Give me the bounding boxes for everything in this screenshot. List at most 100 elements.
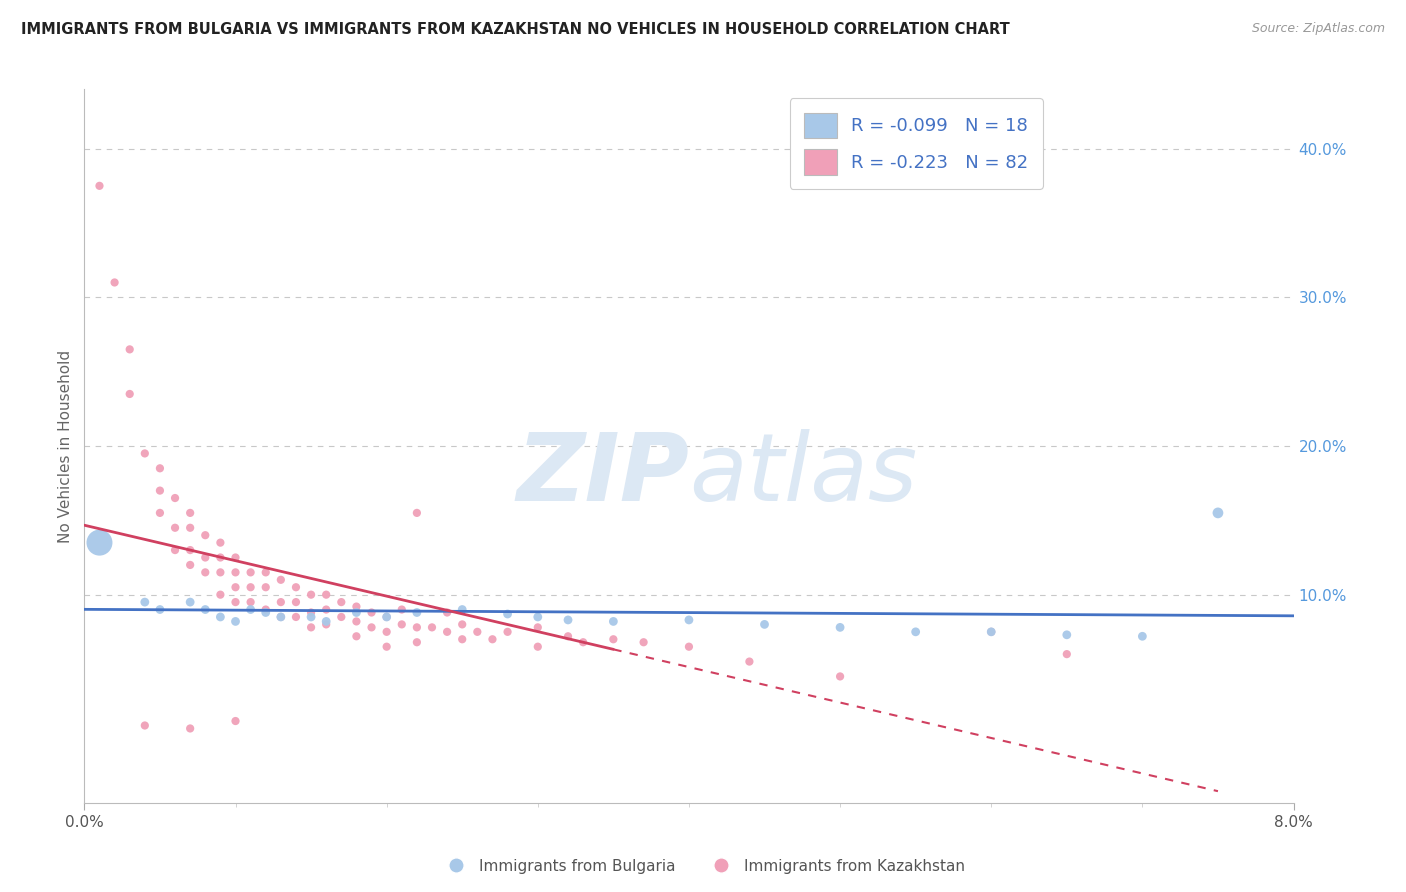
Point [225, 580, 247, 594]
Point [209, 610, 232, 624]
Point [89, 178, 111, 193]
Point [239, 595, 262, 609]
Point [165, 521, 187, 535]
Point [315, 617, 337, 632]
Point [225, 595, 247, 609]
Legend: R = -0.099   N = 18, R = -0.223   N = 82: R = -0.099 N = 18, R = -0.223 N = 82 [790, 98, 1043, 189]
Point [225, 714, 247, 728]
Point [904, 624, 927, 639]
Point [254, 602, 277, 616]
Point [678, 640, 700, 654]
Point [104, 276, 127, 290]
Point [830, 620, 852, 634]
Point [239, 580, 262, 594]
Point [225, 566, 247, 580]
Text: atlas: atlas [689, 429, 917, 520]
Point [678, 613, 700, 627]
Point [1056, 628, 1078, 642]
Point [299, 606, 322, 620]
Y-axis label: No Vehicles in Household: No Vehicles in Household [58, 350, 73, 542]
Point [285, 610, 308, 624]
Point [602, 615, 624, 629]
Point [557, 613, 579, 627]
Point [1056, 647, 1078, 661]
Point [436, 624, 458, 639]
Text: Source: ZipAtlas.com: Source: ZipAtlas.com [1251, 22, 1385, 36]
Point [980, 624, 1002, 639]
Legend: Immigrants from Bulgaria, Immigrants from Kazakhstan: Immigrants from Bulgaria, Immigrants fro… [434, 853, 972, 880]
Point [527, 640, 550, 654]
Point [406, 506, 429, 520]
Point [754, 617, 776, 632]
Point [225, 550, 247, 565]
Point [149, 506, 172, 520]
Point [254, 606, 277, 620]
Point [330, 610, 353, 624]
Point [375, 610, 398, 624]
Text: IMMIGRANTS FROM BULGARIA VS IMMIGRANTS FROM KAZAKHSTAN NO VEHICLES IN HOUSEHOLD : IMMIGRANTS FROM BULGARIA VS IMMIGRANTS F… [21, 22, 1010, 37]
Point [270, 610, 292, 624]
Point [633, 635, 655, 649]
Point [830, 669, 852, 683]
Point [738, 655, 761, 669]
Point [149, 483, 172, 498]
Point [527, 620, 550, 634]
Point [149, 602, 172, 616]
Point [179, 543, 201, 558]
Point [602, 632, 624, 647]
Point [391, 617, 413, 632]
Point [299, 610, 322, 624]
Point [149, 461, 172, 475]
Text: ZIP: ZIP [516, 428, 689, 521]
Point [330, 595, 353, 609]
Point [406, 635, 429, 649]
Point [315, 615, 337, 629]
Point [406, 620, 429, 634]
Point [557, 629, 579, 643]
Point [194, 550, 217, 565]
Point [496, 607, 519, 621]
Point [179, 595, 201, 609]
Point [451, 632, 474, 647]
Point [496, 624, 519, 639]
Point [1132, 629, 1154, 643]
Point [225, 615, 247, 629]
Point [194, 602, 217, 616]
Point [134, 718, 156, 732]
Point [451, 602, 474, 616]
Point [315, 588, 337, 602]
Point [209, 588, 232, 602]
Point [239, 602, 262, 616]
Point [118, 387, 141, 401]
Point [375, 624, 398, 639]
Point [179, 558, 201, 572]
Point [467, 624, 489, 639]
Point [299, 620, 322, 634]
Point [481, 632, 503, 647]
Point [254, 566, 277, 580]
Point [209, 566, 232, 580]
Point [375, 610, 398, 624]
Point [194, 566, 217, 580]
Point [270, 595, 292, 609]
Point [254, 580, 277, 594]
Point [285, 595, 308, 609]
Point [89, 535, 111, 549]
Point [165, 491, 187, 505]
Point [179, 722, 201, 736]
Point [346, 599, 368, 614]
Point [346, 606, 368, 620]
Point [572, 635, 595, 649]
Point [209, 535, 232, 549]
Point [285, 580, 308, 594]
Point [360, 606, 382, 620]
Point [179, 521, 201, 535]
Point [391, 602, 413, 616]
Point [980, 624, 1002, 639]
Point [375, 640, 398, 654]
Point [299, 588, 322, 602]
Point [239, 566, 262, 580]
Point [451, 617, 474, 632]
Point [346, 615, 368, 629]
Point [118, 343, 141, 357]
